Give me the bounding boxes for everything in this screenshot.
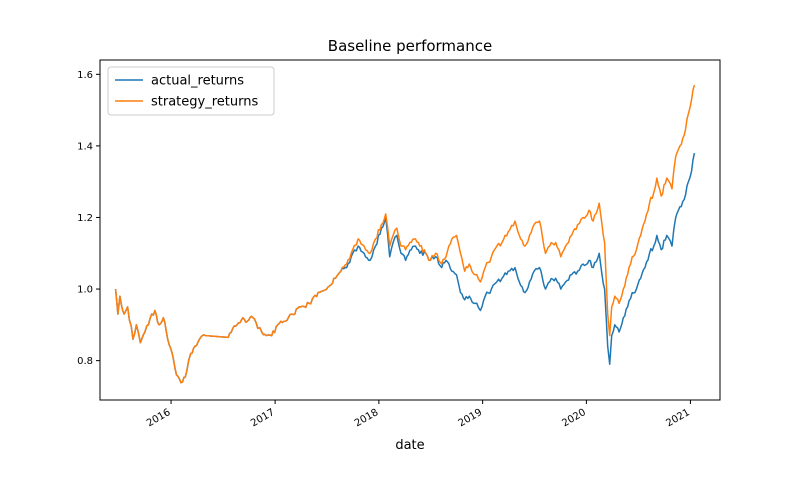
y-tick-label: 1.2 [77, 213, 93, 224]
legend: actual_returns strategy_returns [107, 66, 275, 116]
legend-entry-actual-returns: actual_returns [151, 74, 244, 89]
legend-box [107, 66, 275, 116]
y-axis: 0.8 1.0 1.2 1.4 1.6 [77, 70, 100, 367]
x-axis: 2016 2017 2018 2019 2020 2021 [145, 400, 692, 429]
series-line-strategy-returns [114, 84, 696, 384]
y-tick-label: 1.0 [77, 285, 93, 296]
y-tick-label: 0.8 [77, 356, 93, 367]
y-tick-label: 1.4 [77, 141, 93, 152]
plot-frame [99, 59, 721, 401]
y-tick-label: 1.6 [77, 70, 93, 81]
series-layer [114, 84, 696, 384]
legend-entry-strategy-returns: strategy_returns [151, 95, 258, 110]
x-axis-label: date [395, 438, 424, 453]
chart-title: Baseline performance [328, 37, 492, 55]
